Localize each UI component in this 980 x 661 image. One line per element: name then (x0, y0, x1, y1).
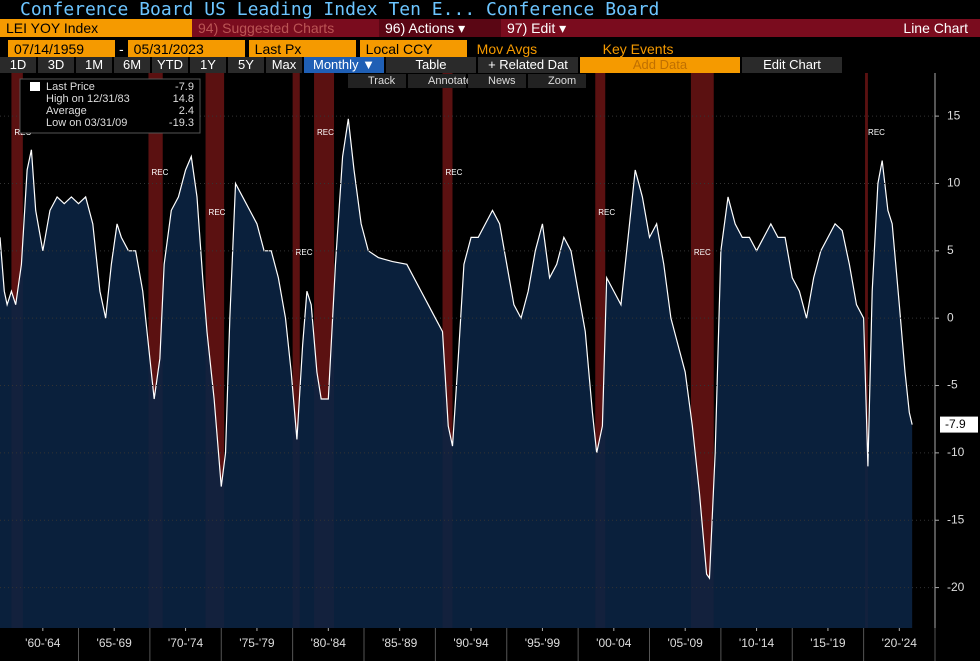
start-date[interactable]: 07/14/1959 (8, 40, 115, 57)
actions-menu[interactable]: 96) Actions ▾ (379, 19, 501, 37)
recession-band (442, 73, 453, 628)
tool-label[interactable]: Annotate (428, 75, 472, 87)
x-tick-label: '60-'64 (25, 636, 61, 650)
table-button[interactable]: Table (386, 57, 476, 73)
x-tick-label: '15-'19 (810, 636, 846, 650)
legend-label: High on 12/31/83 (46, 93, 130, 105)
recession-label: REC (598, 208, 615, 217)
period-button[interactable]: 6M (114, 57, 150, 73)
recession-label: REC (446, 168, 463, 177)
legend-label: Last Price (46, 81, 95, 93)
legend-box (19, 78, 201, 134)
key-events[interactable]: Key Events (602, 40, 674, 57)
tool-button[interactable] (528, 74, 586, 88)
legend-value: -7.9 (175, 81, 194, 93)
recession-label: REC (868, 128, 885, 137)
frequency-button[interactable]: Monthly ▼ (304, 57, 384, 73)
y-tick-label: 15 (947, 108, 961, 122)
title-bar: Conference Board US Leading Index Ten E.… (0, 0, 980, 20)
date-dash: - (119, 40, 124, 57)
recession-band (865, 73, 868, 628)
x-tick-label: '20-'24 (882, 636, 918, 650)
window-title: Conference Board US Leading Index Ten E.… (20, 0, 660, 20)
tool-button[interactable] (348, 74, 406, 88)
chart-kind: Line Chart (903, 20, 968, 36)
x-tick-label: '80-'84 (311, 636, 347, 650)
x-tick-label: '70-'74 (168, 636, 204, 650)
legend-label: Average (46, 105, 87, 117)
chart: RECRECRECRECRECRECRECRECREC151050-5-10-1… (0, 73, 978, 661)
y-tick-label: 5 (947, 243, 954, 257)
suggested-charts[interactable]: 94) Suggested Charts (198, 20, 335, 36)
y-tick-label: 0 (947, 310, 954, 324)
recession-label: REC (296, 248, 313, 257)
settings-bar: 07/14/1959 - 05/31/2023 Last Px Local CC… (0, 40, 980, 57)
last-value-box (940, 416, 978, 433)
field[interactable]: Last Px (248, 40, 356, 57)
y-tick-label: -15 (947, 512, 965, 526)
series-line (0, 118, 913, 580)
tool-label[interactable]: Track (368, 75, 396, 87)
legend-value: 2.4 (179, 105, 194, 117)
period-button[interactable]: 5Y (228, 57, 264, 73)
period-bar: 1D 3D 1M 6M YTD 1Y 5Y Max Monthly ▼ Table + Relate… (0, 57, 980, 73)
period-button[interactable]: 1Y (190, 57, 226, 73)
x-tick-label: '95-'99 (525, 636, 561, 650)
period-button[interactable]: Max (266, 57, 302, 73)
tool-label[interactable]: News (488, 75, 516, 87)
recession-label: REC (151, 168, 168, 177)
period-button[interactable]: 3D (38, 57, 74, 73)
x-tick-label: '75-'79 (239, 636, 275, 650)
currency[interactable]: Local CCY (359, 40, 467, 57)
recession-label: REC (317, 128, 334, 137)
related-button[interactable]: + Related Dat (478, 57, 578, 73)
ticker[interactable]: LEI YOY Index (0, 19, 192, 37)
legend-value: -19.3 (169, 117, 194, 129)
tool-button[interactable] (468, 74, 526, 88)
x-tick-label: '90-'94 (453, 636, 489, 650)
tool-label[interactable]: Zoom (548, 75, 576, 87)
area-fill (0, 118, 913, 629)
edit-chart-button[interactable]: Edit Chart (742, 57, 842, 73)
recession-label: REC (209, 208, 226, 217)
period-button[interactable]: 1M (76, 57, 112, 73)
period-button[interactable]: YTD (152, 57, 188, 73)
x-tick-label: '05-'09 (668, 636, 704, 650)
x-tick-label: '85-'89 (382, 636, 418, 650)
legend-label: Low on 03/31/09 (46, 117, 127, 129)
edit-menu[interactable]: 97) Edit ▾ (507, 19, 567, 36)
x-tick-label: '00-'04 (596, 636, 632, 650)
recession-band (595, 73, 606, 628)
y-tick-label: -5 (947, 378, 958, 392)
recession-label: REC (694, 248, 711, 257)
y-tick-label: -20 (947, 580, 965, 594)
mov-avgs[interactable]: Mov Avgs (476, 40, 538, 57)
tool-button[interactable] (408, 74, 466, 88)
recession-band (292, 73, 300, 628)
command-bar: LEI YOY Index 94) Suggested Charts 96) A… (0, 19, 980, 37)
end-date[interactable]: 05/31/2023 (127, 40, 245, 57)
y-tick-label: -10 (947, 445, 965, 459)
x-tick-label: '65-'69 (97, 636, 133, 650)
add-data-input[interactable]: Add Data (580, 57, 740, 73)
legend-swatch (30, 82, 40, 91)
last-value-tag: -7.9 (945, 417, 966, 431)
legend-value: 14.8 (173, 93, 194, 105)
period-button[interactable]: 1D (0, 57, 36, 73)
x-tick-label: '10-'14 (739, 636, 775, 650)
y-tick-label: 10 (947, 176, 961, 190)
